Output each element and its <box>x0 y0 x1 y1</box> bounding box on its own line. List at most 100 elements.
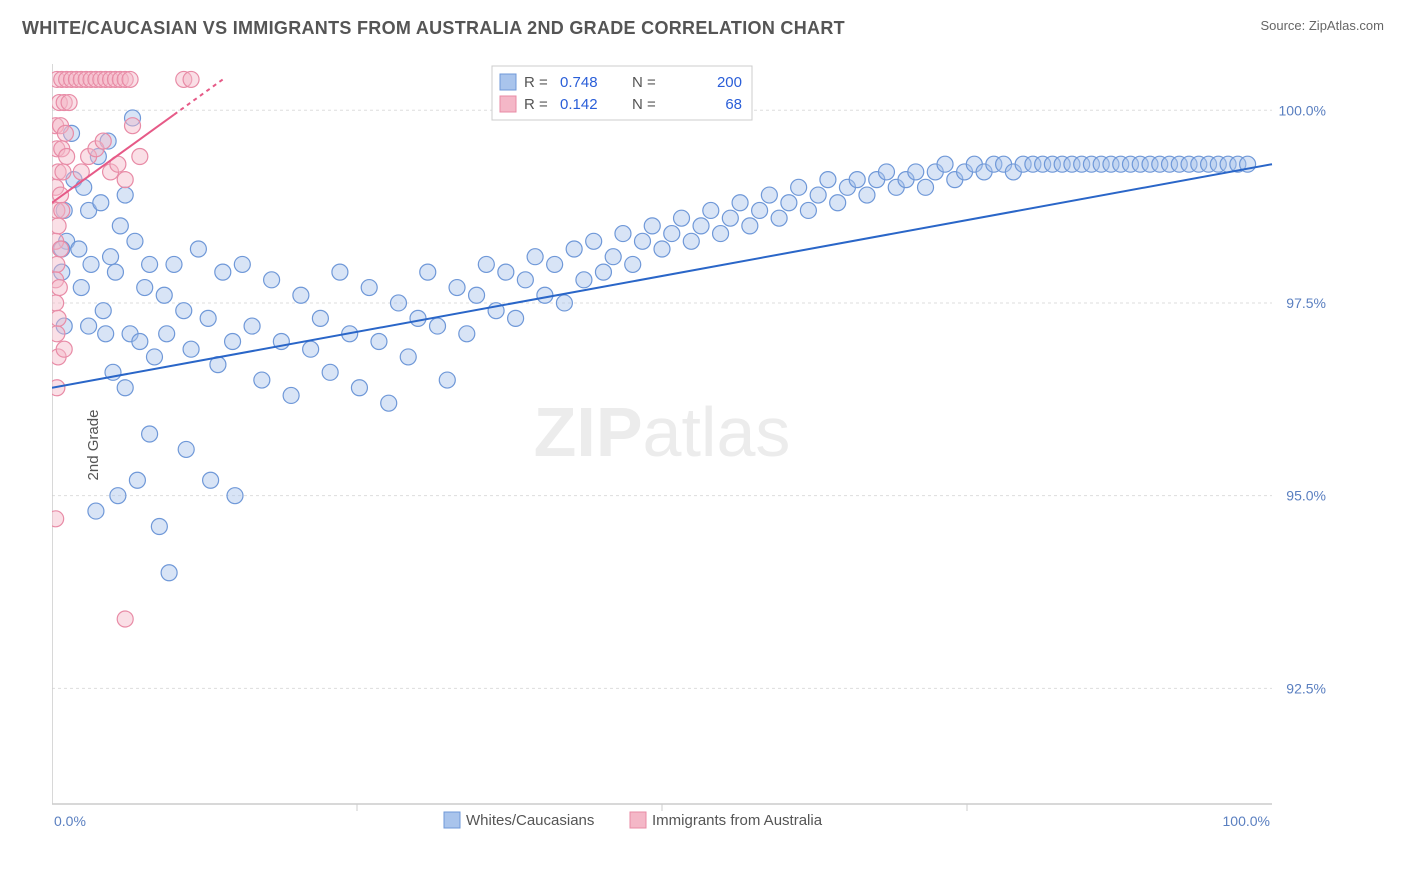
data-point <box>227 488 243 504</box>
data-point <box>55 164 71 180</box>
data-point <box>183 341 199 357</box>
data-point <box>61 95 77 111</box>
n-value: 68 <box>725 96 742 113</box>
data-point <box>132 149 148 165</box>
data-point <box>800 202 816 218</box>
data-point <box>234 256 250 272</box>
data-point <box>117 172 133 188</box>
data-point <box>200 310 216 326</box>
data-point <box>161 565 177 581</box>
x-tick-label: 100.0% <box>1223 813 1270 829</box>
data-point <box>142 256 158 272</box>
data-point <box>390 295 406 311</box>
data-point <box>203 472 219 488</box>
data-point <box>859 187 875 203</box>
data-point <box>283 387 299 403</box>
scatter-plot: ZIPatlas92.5%95.0%97.5%100.0%0.0%100.0%R… <box>52 60 1332 830</box>
data-point <box>722 210 738 226</box>
data-point <box>732 195 748 211</box>
data-point <box>742 218 758 234</box>
data-point <box>820 172 836 188</box>
source-name: ZipAtlas.com <box>1309 18 1384 33</box>
data-point <box>103 249 119 265</box>
n-label: N = <box>632 96 656 113</box>
legend-swatch <box>630 812 646 828</box>
data-point <box>129 472 145 488</box>
data-point <box>95 133 111 149</box>
data-point <box>52 218 66 234</box>
y-tick-label: 100.0% <box>1279 102 1326 118</box>
data-point <box>664 226 680 242</box>
legend-swatch <box>500 96 516 112</box>
data-point <box>400 349 416 365</box>
data-point <box>98 326 114 342</box>
data-point <box>576 272 592 288</box>
data-point <box>151 519 167 535</box>
trend-line <box>52 164 1272 388</box>
page-title: WHITE/CAUCASIAN VS IMMIGRANTS FROM AUSTR… <box>22 18 845 39</box>
data-point <box>215 264 231 280</box>
data-point <box>371 334 387 350</box>
data-point <box>322 364 338 380</box>
data-point <box>95 303 111 319</box>
data-point <box>52 511 64 527</box>
y-tick-label: 92.5% <box>1286 680 1326 696</box>
data-point <box>254 372 270 388</box>
data-point <box>693 218 709 234</box>
data-point <box>83 256 99 272</box>
data-point <box>59 149 75 165</box>
data-point <box>117 380 133 396</box>
data-point <box>178 441 194 457</box>
data-point <box>878 164 894 180</box>
data-point <box>52 326 65 342</box>
data-point <box>771 210 787 226</box>
data-point <box>508 310 524 326</box>
data-point <box>420 264 436 280</box>
data-point <box>908 164 924 180</box>
data-point <box>381 395 397 411</box>
data-point <box>166 256 182 272</box>
data-point <box>159 326 175 342</box>
data-point <box>225 334 241 350</box>
data-point <box>527 249 543 265</box>
data-point <box>93 195 109 211</box>
data-point <box>312 310 328 326</box>
data-point <box>146 349 162 365</box>
legend-swatch <box>444 812 460 828</box>
svg-text:ZIPatlas: ZIPatlas <box>534 393 791 471</box>
data-point <box>556 295 572 311</box>
data-point <box>439 372 455 388</box>
data-point <box>293 287 309 303</box>
data-point <box>810 187 826 203</box>
data-point <box>303 341 319 357</box>
data-point <box>53 241 69 257</box>
data-point <box>156 287 172 303</box>
data-point <box>430 318 446 334</box>
data-point <box>107 264 123 280</box>
data-point <box>683 233 699 249</box>
data-point <box>761 187 777 203</box>
data-point <box>713 226 729 242</box>
n-label: N = <box>632 74 656 91</box>
data-point <box>703 202 719 218</box>
data-point <box>498 264 514 280</box>
data-point <box>674 210 690 226</box>
data-point <box>547 256 563 272</box>
data-point <box>566 241 582 257</box>
data-point <box>52 280 67 296</box>
data-point <box>142 426 158 442</box>
data-point <box>791 179 807 195</box>
y-tick-label: 95.0% <box>1286 488 1326 504</box>
data-point <box>615 226 631 242</box>
y-tick-label: 97.5% <box>1286 295 1326 311</box>
data-point <box>56 341 72 357</box>
data-point <box>183 71 199 87</box>
data-point <box>517 272 533 288</box>
data-point <box>625 256 641 272</box>
legend-label: Immigrants from Australia <box>652 812 823 829</box>
data-point <box>122 71 138 87</box>
chart-container: 2nd Grade ZIPatlas92.5%95.0%97.5%100.0%0… <box>52 60 1332 830</box>
data-point <box>52 310 66 326</box>
data-point <box>654 241 670 257</box>
r-label: R = <box>524 96 548 113</box>
